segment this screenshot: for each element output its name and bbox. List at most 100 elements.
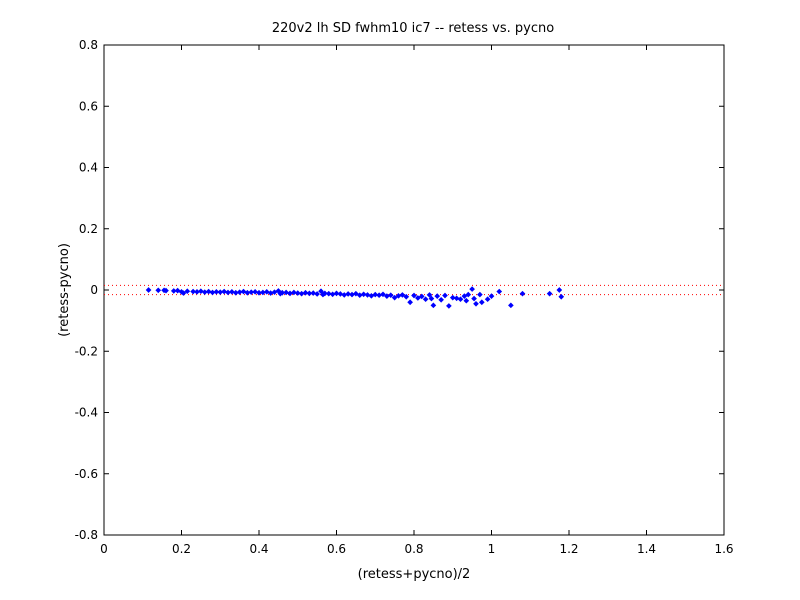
y-tick-label: -0.4: [75, 406, 98, 420]
data-point: [519, 290, 526, 297]
data-point: [546, 290, 553, 297]
data-point: [453, 295, 460, 302]
data-point: [314, 291, 320, 297]
data-point: [229, 289, 235, 295]
data-point: [372, 291, 379, 298]
data-point: [430, 302, 437, 309]
data-point: [236, 289, 243, 295]
data-point: [302, 289, 309, 296]
data-point: [194, 289, 200, 295]
y-axis-label: (retess-pycno): [57, 243, 72, 337]
data-point: [484, 296, 491, 303]
y-tick-label: -0.2: [75, 344, 98, 358]
data-point: [438, 296, 444, 303]
data-point: [376, 292, 382, 299]
x-tick-label: 1.6: [714, 542, 733, 556]
data-points: [145, 286, 565, 309]
data-point: [478, 299, 485, 306]
data-point: [477, 291, 483, 298]
data-point: [225, 289, 231, 296]
data-point: [403, 293, 410, 300]
x-tick-label: 0: [100, 542, 108, 556]
data-point: [205, 288, 212, 295]
x-axis-label: (retess+pycno)/2: [358, 567, 471, 582]
data-point: [446, 303, 452, 309]
data-point: [325, 290, 332, 297]
data-point: [422, 296, 429, 303]
data-point: [279, 289, 286, 296]
data-point: [345, 291, 351, 297]
data-point: [407, 299, 413, 306]
chart-title: 220v2 lh SD fwhm10 ic7 -- retess vs. pyc…: [272, 21, 554, 36]
data-point: [399, 292, 406, 298]
data-point: [310, 290, 317, 296]
data-point: [145, 287, 152, 293]
data-point: [442, 292, 448, 299]
y-tick-label: 0.8: [79, 38, 98, 52]
data-point: [387, 292, 394, 299]
data-point: [306, 290, 313, 297]
data-point: [337, 291, 344, 297]
data-point: [356, 292, 363, 299]
data-point: [508, 302, 514, 309]
data-point: [221, 288, 227, 295]
reference-lines: [104, 284, 724, 296]
data-point: [449, 294, 456, 301]
data-point: [252, 289, 258, 295]
data-point: [465, 291, 472, 298]
data-point: [198, 288, 204, 295]
data-point: [213, 289, 220, 295]
x-tick-label: 0.6: [327, 542, 346, 556]
data-point: [457, 296, 464, 303]
x-tick-label: 0.4: [249, 542, 268, 556]
data-point: [469, 286, 475, 292]
data-point: [341, 292, 348, 298]
data-point: [260, 289, 266, 296]
x-tick-label: 0.2: [172, 542, 191, 556]
x-tick-label: 1.2: [559, 542, 578, 556]
data-point: [558, 293, 565, 300]
data-point: [155, 287, 162, 294]
data-point: [488, 293, 495, 299]
y-tick-label: 0: [90, 283, 98, 297]
data-point: [463, 297, 470, 304]
data-point: [163, 287, 169, 294]
data-point: [473, 300, 479, 307]
data-point: [556, 287, 563, 293]
data-point: [283, 289, 289, 296]
data-point: [471, 295, 477, 302]
data-point: [209, 289, 216, 296]
data-point: [329, 291, 336, 298]
y-axis: -0.8 -0.6 -0.4 -0.2 0 0.2 0.4 0.6 0.8: [75, 38, 724, 542]
data-point: [256, 289, 262, 296]
x-tick-label: 1: [488, 542, 496, 556]
y-tick-label: -0.8: [75, 528, 98, 542]
y-tick-label: -0.6: [75, 467, 98, 481]
data-point: [384, 293, 390, 299]
x-tick-label: 0.8: [404, 542, 423, 556]
x-axis: 0 0.2 0.4 0.6 0.8 1 1.2 1.4 1.6: [100, 45, 734, 556]
data-point: [180, 290, 187, 296]
data-point: [496, 288, 503, 295]
y-tick-label: 0.2: [79, 222, 98, 236]
data-point: [248, 289, 255, 295]
y-tick-label: 0.4: [79, 161, 98, 175]
data-point: [322, 290, 328, 297]
x-tick-label: 1.4: [637, 542, 656, 556]
data-point: [267, 290, 274, 296]
data-point: [170, 288, 177, 294]
data-point: [298, 290, 305, 297]
data-point: [364, 292, 371, 298]
data-point: [428, 295, 435, 302]
data-point: [190, 288, 196, 295]
y-tick-label: 0.6: [79, 99, 98, 113]
data-point: [244, 289, 251, 296]
data-point: [418, 293, 425, 300]
data-point: [201, 289, 208, 295]
data-point: [333, 290, 340, 297]
data-point: [294, 290, 301, 296]
data-point: [411, 292, 417, 299]
data-point: [291, 289, 297, 296]
data-point: [287, 290, 293, 297]
